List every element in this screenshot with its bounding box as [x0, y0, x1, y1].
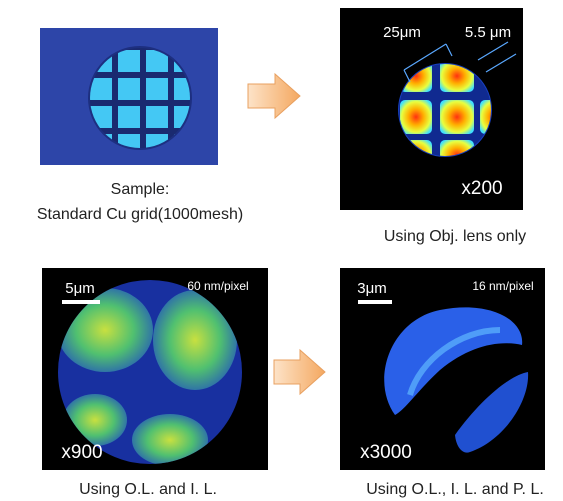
scale-label: 25μm — [383, 24, 421, 41]
scale-label: 3μm — [357, 280, 386, 297]
pixel-size: 16 nm/pixel — [472, 279, 533, 293]
caption: Using O.L., I. L. and P. L. — [366, 481, 544, 498]
ol-il-image — [42, 268, 268, 470]
caption: Sample: — [111, 181, 170, 198]
sample-image — [40, 28, 218, 165]
caption: Using Obj. lens only — [384, 228, 526, 245]
magnification: x3000 — [360, 442, 412, 463]
obj-lens-image — [340, 8, 523, 210]
scale-label: 5μm — [65, 280, 94, 297]
caption: Using O.L. and I. L. — [79, 481, 217, 498]
arrow — [247, 72, 301, 120]
ol-il-pl-image — [340, 268, 545, 470]
arrow — [273, 348, 326, 396]
magnification: x200 — [461, 178, 502, 199]
scale-label: 5.5 μm — [465, 24, 511, 41]
magnification: x900 — [61, 442, 102, 463]
pixel-size: 60 nm/pixel — [187, 279, 248, 293]
caption: Standard Cu grid(1000mesh) — [37, 206, 243, 223]
